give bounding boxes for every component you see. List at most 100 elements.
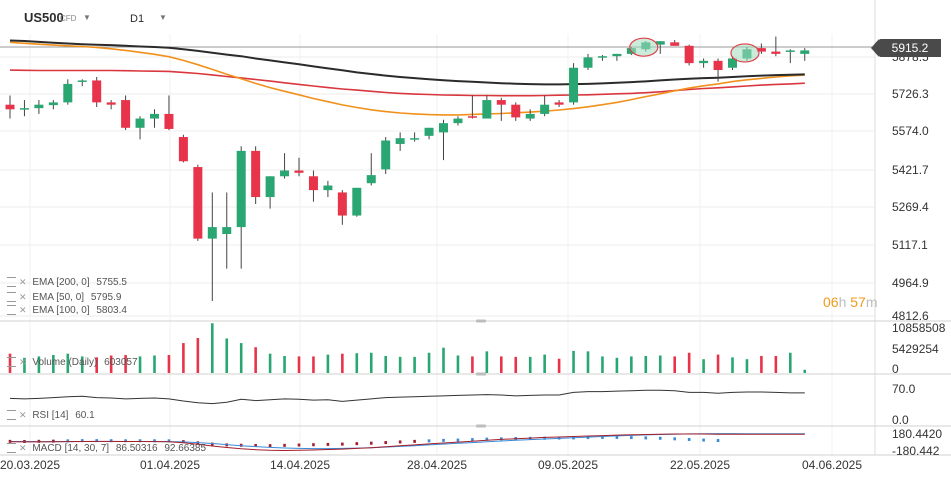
candle-body — [19, 108, 29, 110]
macd-histogram-bar — [427, 439, 431, 443]
timeframe-dropdown-icon[interactable]: ▼ — [159, 13, 167, 22]
macd-legend-params: [14, 30, 7] — [64, 443, 110, 454]
indicator-close-icon[interactable]: ✕ — [19, 305, 27, 315]
candle-body — [785, 50, 795, 52]
volume-bar — [658, 355, 662, 373]
indicator-close-icon[interactable]: ✕ — [19, 357, 27, 367]
macd-histogram-bar — [167, 439, 171, 443]
macd-histogram-bar — [138, 439, 142, 443]
volume-legend-name: Volume — [32, 357, 66, 368]
macd-histogram-bar — [283, 443, 286, 447]
macd-histogram-bar — [211, 442, 214, 446]
indicator-settings-icon[interactable] — [7, 277, 16, 288]
indicator-close-icon[interactable]: ✕ — [19, 292, 27, 302]
indicator-settings-icon[interactable] — [7, 292, 16, 303]
macd-legend-value-1: 86.50316 — [115, 443, 158, 454]
date-tick-label: 14.04.2025 — [270, 458, 330, 472]
candle-body — [280, 170, 290, 177]
macd-histogram-bar — [456, 438, 460, 442]
indicator-settings-icon[interactable] — [7, 357, 16, 368]
macd-histogram-bar — [716, 439, 720, 443]
volume-bar — [138, 356, 142, 373]
macd-histogram-bar — [442, 438, 445, 442]
price-tick-label: 5726.3 — [892, 87, 929, 101]
volume-bar — [66, 353, 70, 373]
highlight-ellipse — [629, 37, 659, 57]
indicator-settings-icon[interactable] — [7, 410, 16, 421]
rsi-legend-params: [14] — [51, 410, 69, 421]
volume-legend-params: (Daily) — [68, 357, 98, 368]
candle-body — [439, 123, 448, 133]
indicator-close-icon[interactable]: ✕ — [19, 277, 27, 287]
macd-histogram-bar — [124, 439, 127, 443]
rsi-tick-label: 70.0 — [892, 382, 916, 396]
ema100-line — [9, 69, 805, 97]
current-price-label: 5915.2 — [871, 39, 941, 57]
candle-body — [150, 113, 159, 119]
volume-bar — [254, 347, 257, 373]
indicator-value: 5795.9 — [90, 292, 122, 303]
rsi-legend[interactable]: ✕ RSI [14] 60.1 — [7, 410, 95, 421]
volume-bar — [225, 338, 229, 373]
date-tick-label: 01.04.2025 — [140, 458, 200, 472]
volume-bar — [413, 356, 416, 373]
macd-histogram-bar — [471, 438, 474, 442]
indicator-close-icon[interactable]: ✕ — [19, 410, 27, 420]
date-tick-label: 09.05.2025 — [538, 458, 598, 472]
volume-bar — [615, 357, 619, 373]
pane-resize-handle — [476, 372, 486, 376]
volume-bar — [211, 323, 214, 373]
volume-bar — [37, 356, 41, 373]
symbol-dropdown-icon[interactable]: ▼ — [83, 13, 91, 22]
rsi-line — [9, 389, 805, 405]
symbol-label[interactable]: US500 — [24, 10, 64, 25]
candle-body — [699, 60, 709, 64]
macd-histogram-bar — [485, 437, 489, 441]
indicator-value: 5803.4 — [96, 305, 127, 316]
volume-bar — [52, 355, 55, 373]
indicator-value: 5755.5 — [96, 277, 127, 288]
volume-bar — [355, 353, 359, 373]
volume-bar — [702, 359, 705, 373]
candle-body — [323, 185, 333, 191]
volume-bar — [398, 356, 402, 373]
macd-legend[interactable]: ✕ MACD [14, 30, 7] 86.50316 92.66385 — [7, 443, 206, 454]
candle-body — [670, 42, 680, 46]
highlight-markers — [629, 37, 760, 63]
volume-bar — [297, 356, 301, 373]
indicator-legend-ema100[interactable]: ✕ EMA [100, 0] 5803.4 — [7, 305, 127, 316]
indicator-settings-icon[interactable] — [7, 443, 16, 454]
volume-bar — [268, 353, 272, 373]
indicator-settings-icon[interactable] — [7, 305, 16, 316]
candle-body — [771, 51, 781, 54]
ema-lines — [9, 39, 805, 116]
timeframe-label[interactable]: D1 — [130, 13, 145, 25]
indicator-legend-ema200[interactable]: ✕ EMA [200, 0] 5755.5 — [7, 277, 127, 288]
chart-grid — [0, 0, 880, 455]
volume-bar — [543, 354, 546, 373]
candle-body — [222, 227, 232, 235]
indicator-close-icon[interactable]: ✕ — [19, 443, 27, 453]
candle-body — [756, 48, 766, 52]
date-tick-label: 28.04.2025 — [407, 458, 467, 472]
volume-legend[interactable]: ✕ Volume (Daily) 603057 — [7, 357, 138, 368]
candle-body — [482, 100, 492, 119]
candle-body — [106, 102, 116, 105]
candle-body — [511, 104, 521, 118]
candle-body — [424, 127, 434, 136]
volume-bar — [326, 354, 330, 373]
indicator-legend-ema50[interactable]: ✕ EMA [50, 0] 5795.9 — [7, 292, 121, 303]
candle-body — [366, 175, 376, 184]
candle-body — [193, 167, 203, 239]
candle-body — [525, 113, 535, 119]
candle-body — [337, 192, 347, 216]
volume-bar — [687, 352, 691, 373]
volume-bar — [23, 357, 26, 373]
ema50-line — [9, 41, 805, 116]
macd-histogram-bar — [687, 437, 691, 441]
candle-body — [684, 45, 694, 64]
candle-body — [77, 80, 87, 82]
pane-separators — [0, 319, 951, 456]
